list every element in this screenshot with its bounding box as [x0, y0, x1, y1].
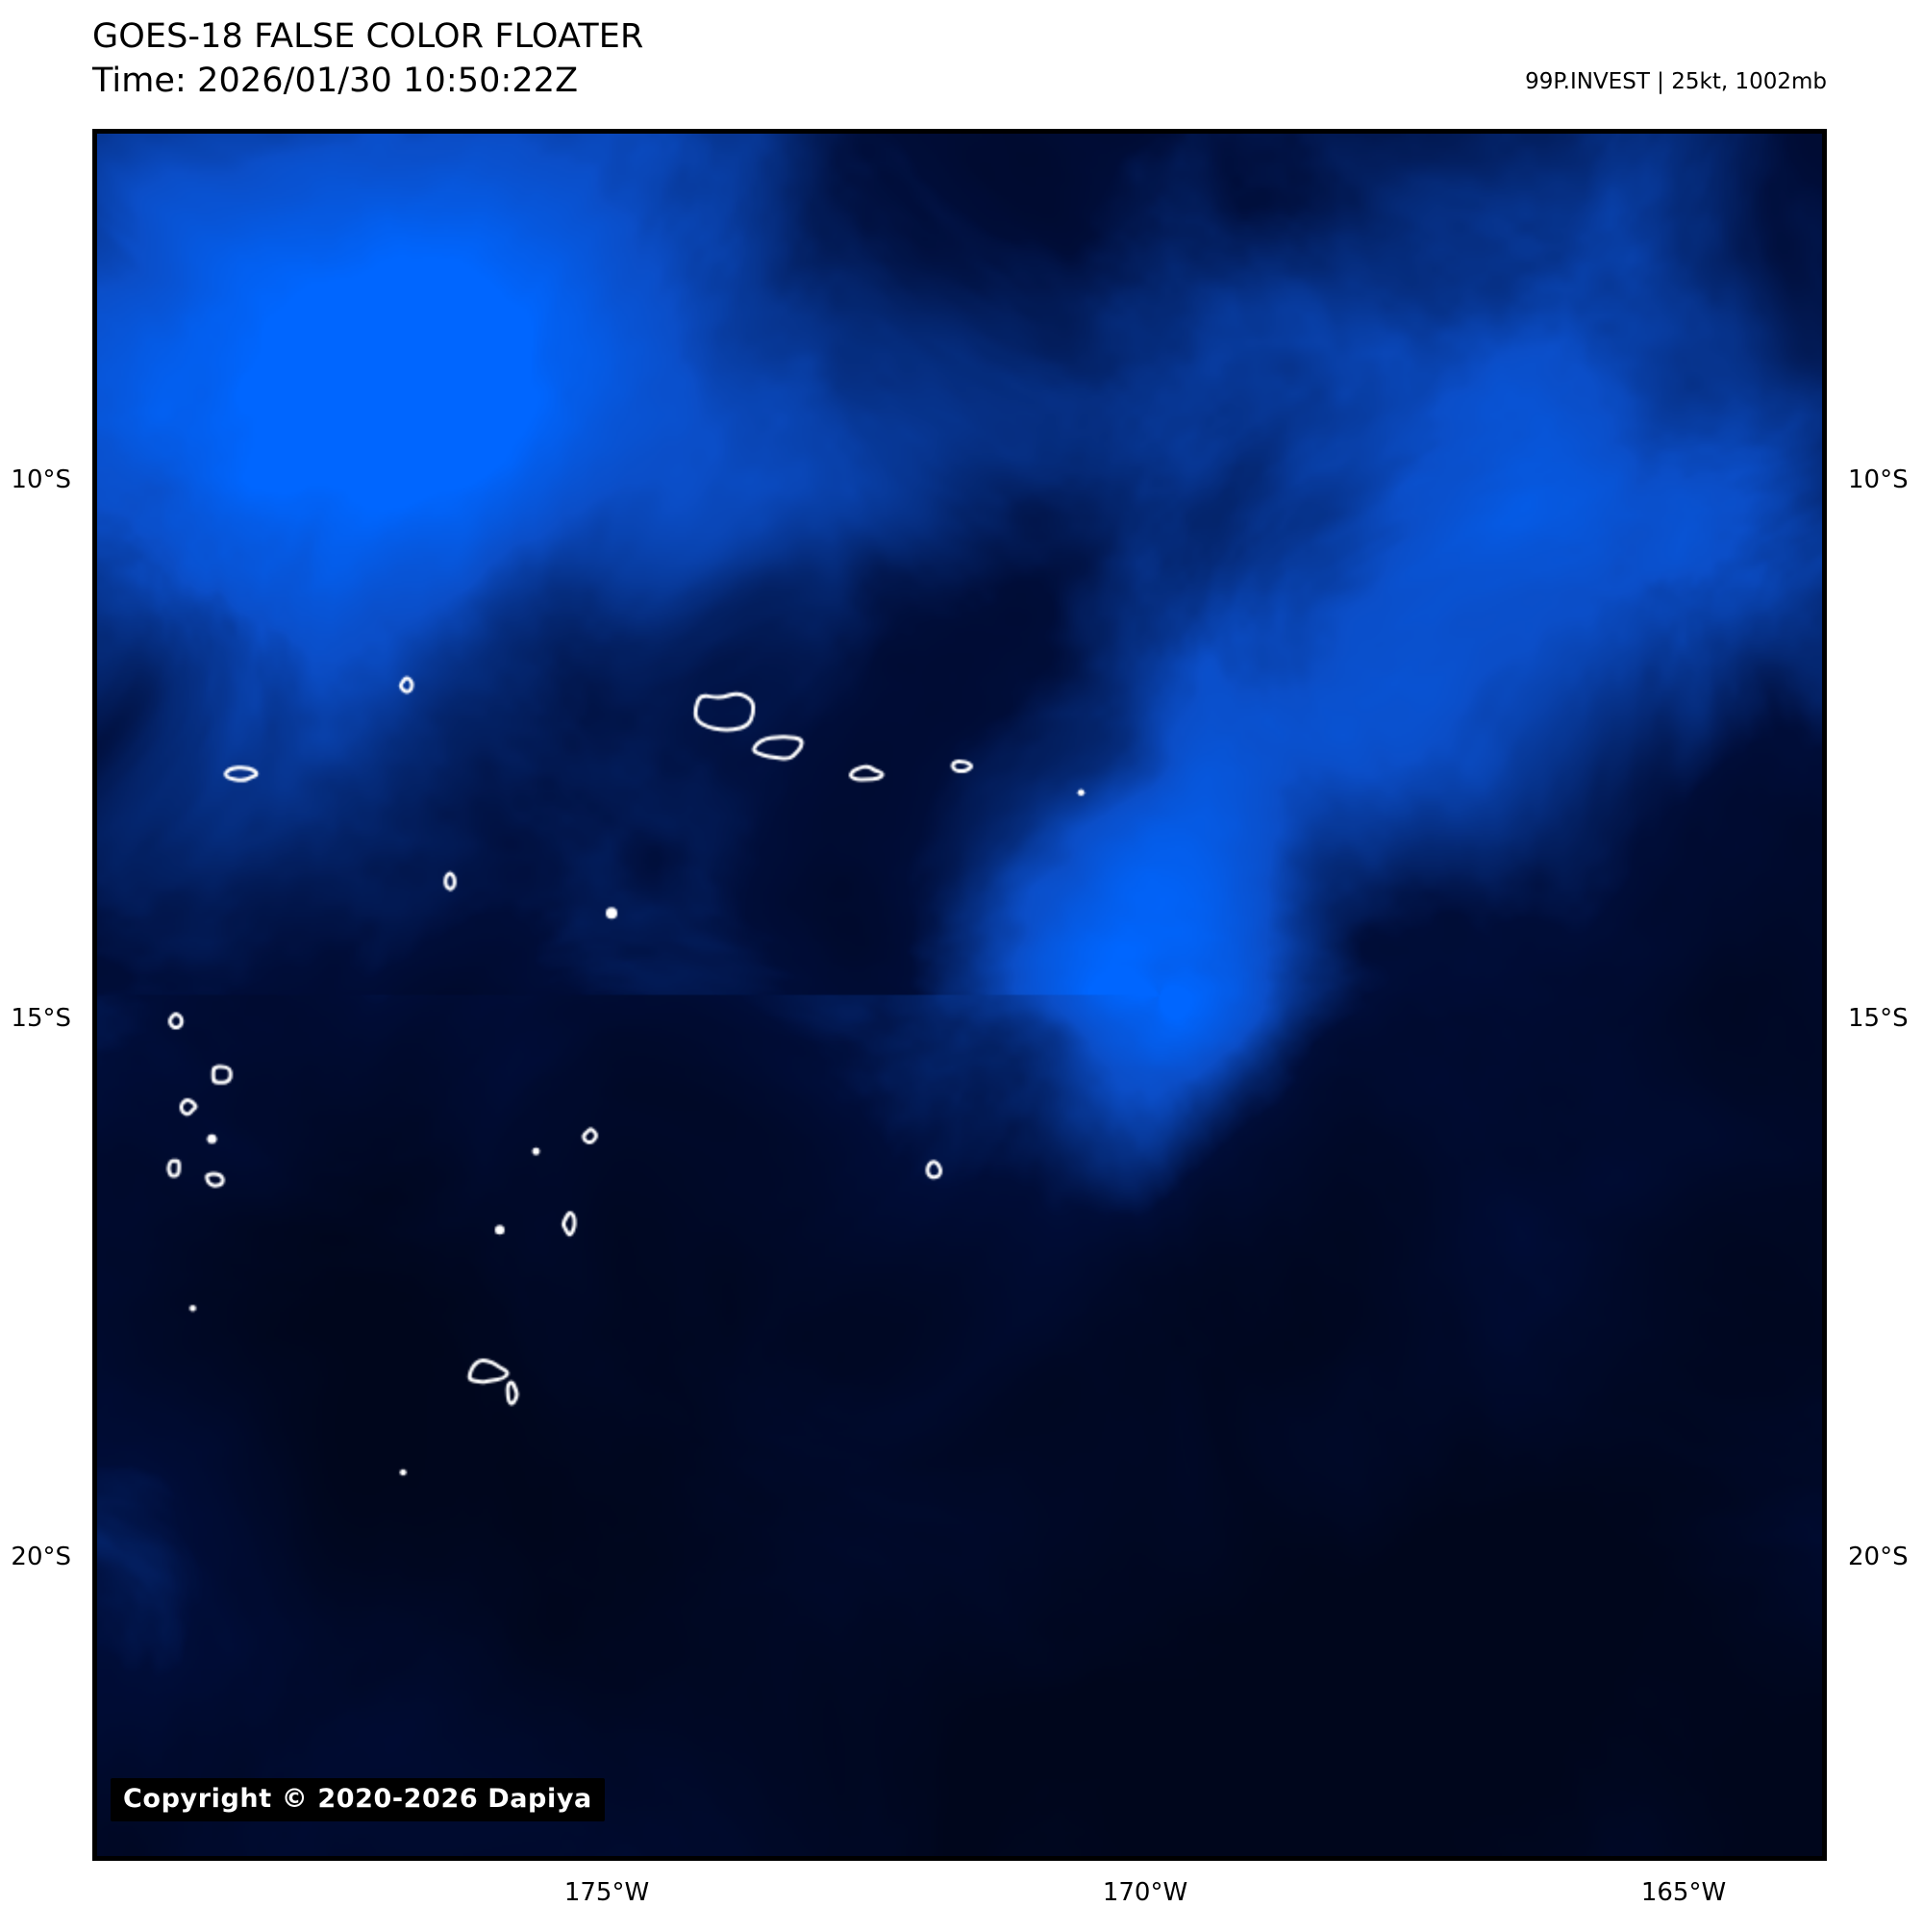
satellite-imagery-canvas[interactable] — [97, 134, 1822, 1856]
copyright-watermark: Copyright © 2020-2026 Dapiya — [111, 1778, 605, 1821]
title-block: GOES-18 FALSE COLOR FLOATER Time: 2026/0… — [92, 15, 643, 103]
satellite-image-panel[interactable]: Copyright © 2020-2026 Dapiya — [92, 129, 1827, 1861]
timestamp-label: Time: 2026/01/30 10:50:22Z — [92, 61, 579, 100]
lon-tick-bottom-1: 170°W — [1102, 1878, 1188, 1907]
lon-tick-bottom-2: 165°W — [1640, 1878, 1727, 1907]
lat-tick-left-0: 10°S — [11, 465, 71, 494]
page-title: GOES-18 FALSE COLOR FLOATER — [92, 17, 644, 56]
lon-tick-bottom-0: 175°W — [563, 1878, 650, 1907]
lat-tick-right-0: 10°S — [1848, 465, 1909, 494]
lat-tick-right-2: 20°S — [1848, 1543, 1909, 1571]
lat-tick-right-1: 15°S — [1848, 1004, 1909, 1033]
lat-tick-left-1: 15°S — [11, 1004, 71, 1033]
storm-info-label: 99P.INVEST | 25kt, 1002mb — [1525, 69, 1827, 94]
lat-tick-left-2: 20°S — [11, 1543, 71, 1571]
header-bar: GOES-18 FALSE COLOR FLOATER Time: 2026/0… — [0, 0, 1923, 129]
